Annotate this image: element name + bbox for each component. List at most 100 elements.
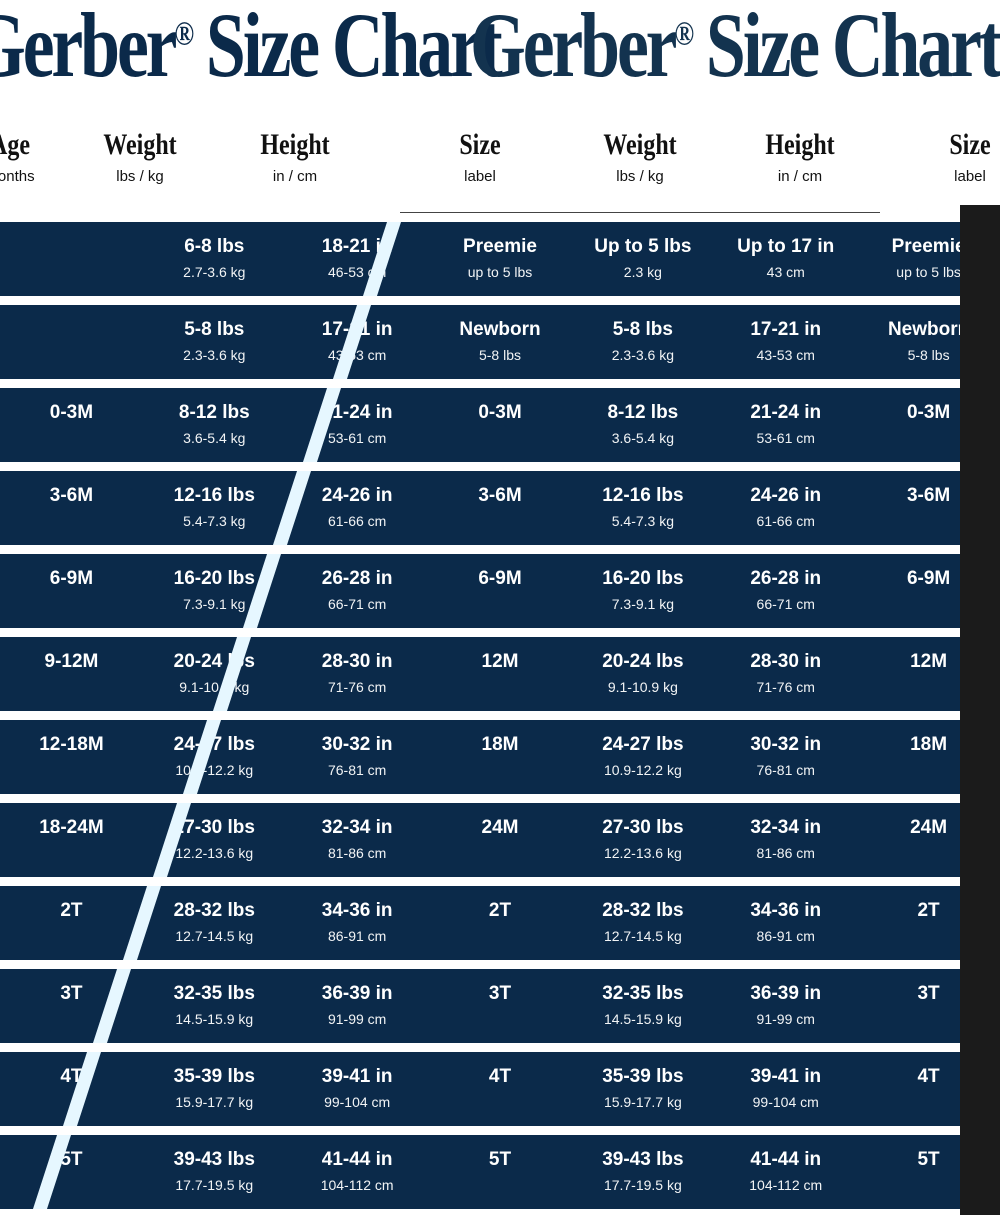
cell-value: Newborn xyxy=(887,319,970,340)
cell-value: 5T xyxy=(60,1149,83,1170)
table-cell: 5T xyxy=(857,1135,1000,1209)
cell-value: 18-24M xyxy=(39,817,104,838)
table-cell: 8-12 lbs 3.6-5.4 kg xyxy=(571,388,714,462)
header-unit: label xyxy=(954,168,986,185)
table-cell: 3T xyxy=(857,969,1000,1043)
cell-value: 20-24 lbs xyxy=(602,651,684,672)
cell-subvalue: 15.9-17.7 kg xyxy=(603,1094,682,1110)
table-cell: 35-39 lbs 15.9-17.7 kg xyxy=(143,1052,286,1126)
header-unit: label xyxy=(464,168,496,185)
cell-value: 8-12 lbs xyxy=(178,402,250,423)
table-cell: 27-30 lbs 12.2-13.6 kg xyxy=(143,803,286,877)
table-cell: 30-32 in 76-81 cm xyxy=(714,720,857,794)
cell-subvalue: 12.7-14.5 kg xyxy=(175,928,254,944)
header-label: Size xyxy=(459,128,501,161)
cell-value: 6-9M xyxy=(906,568,951,589)
cell-subvalue: up to 5 lbs xyxy=(896,264,961,280)
cell-value: 24-26 in xyxy=(321,485,393,506)
cell-value: 16-20 lbs xyxy=(173,568,255,589)
table-row: 5T 39-43 lbs 17.7-19.5 kg 41-44 in 104-112 c… xyxy=(0,1135,1000,1209)
title-text: Gerber xyxy=(470,0,678,96)
table-row: 12-18M 24-27 lbs 10.9-12.2 kg 30-32 in 76-81… xyxy=(0,720,1000,794)
table-cell: 24M xyxy=(857,803,1000,877)
header-unit: lbs / kg xyxy=(616,168,664,185)
table-cell: 18M xyxy=(429,720,572,794)
cell-value: 5-8 lbs xyxy=(612,319,673,340)
cell-value: 28-30 in xyxy=(321,651,393,672)
cell-value: 20-24 lbs xyxy=(173,651,255,672)
cell-value: Newborn xyxy=(459,319,541,340)
cell-subvalue: 104-112 cm xyxy=(320,1177,394,1193)
cell-value: 18M xyxy=(910,734,948,755)
cell-subvalue: 91-99 cm xyxy=(756,1011,815,1027)
cell-value: 39-41 in xyxy=(321,1066,393,1087)
cell-subvalue: 61-66 cm xyxy=(327,513,387,529)
title-rest: Size Chart xyxy=(691,0,1000,96)
cell-subvalue: 81-86 cm xyxy=(756,845,815,861)
page-title: Gerber® Size Chart xyxy=(0,0,503,98)
cell-value: 26-28 in xyxy=(750,568,822,589)
table-cell: Up to 17 in 43 cm xyxy=(714,222,857,296)
cell-value: 34-36 in xyxy=(750,900,822,921)
cell-value: 28-30 in xyxy=(750,651,822,672)
cell-subvalue: 10.9-12.2 kg xyxy=(175,762,254,778)
table-cell: 21-24 in 53-61 cm xyxy=(714,388,857,462)
cell-subvalue: 3.6-5.4 kg xyxy=(611,430,674,446)
table-cell: 3T xyxy=(0,969,143,1043)
table-cell: 18-24M xyxy=(0,803,143,877)
table-cell: 39-43 lbs 17.7-19.5 kg xyxy=(571,1135,714,1209)
table-cell: 21-24 in 53-61 cm xyxy=(286,388,429,462)
header-label: Size xyxy=(949,128,991,161)
column-header: Weight lbs / kg xyxy=(575,128,705,185)
cell-subvalue: 9.1-10.9 kg xyxy=(179,679,250,695)
table-cell: 0-3M xyxy=(0,388,143,462)
cell-value: 32-35 lbs xyxy=(602,983,684,1004)
cell-subvalue: 7.3-9.1 kg xyxy=(611,596,674,612)
table-cell: 6-9M xyxy=(0,554,143,628)
header-unit: lbs / kg xyxy=(116,168,164,185)
table-cell: 28-30 in 71-76 cm xyxy=(714,637,857,711)
table-cell: 12M xyxy=(857,637,1000,711)
table-cell: 6-9M xyxy=(429,554,572,628)
cell-value: 4T xyxy=(60,1066,83,1087)
cell-subvalue: 2.3-3.6 kg xyxy=(183,347,246,363)
cell-value: 0-3M xyxy=(49,402,94,423)
registered-mark: ® xyxy=(174,15,194,53)
table-cell: 28-30 in 71-76 cm xyxy=(286,637,429,711)
table-cell: 39-41 in 99-104 cm xyxy=(286,1052,429,1126)
table-cell: 41-44 in 104-112 cm xyxy=(286,1135,429,1209)
cell-subvalue: 5-8 lbs xyxy=(907,347,950,363)
table-cell: 2T xyxy=(429,886,572,960)
table-row: 18-24M 27-30 lbs 12.2-13.6 kg 32-34 in 81-86… xyxy=(0,803,1000,877)
cell-subvalue: 86-91 cm xyxy=(756,928,815,944)
cell-value: 39-43 lbs xyxy=(173,1149,255,1170)
cell-subvalue: 43-53 cm xyxy=(756,347,815,363)
cell-value: 39-43 lbs xyxy=(602,1149,684,1170)
cell-subvalue: 10.9-12.2 kg xyxy=(603,762,682,778)
cell-value: 35-39 lbs xyxy=(173,1066,255,1087)
table-cell: 24-26 in 61-66 cm xyxy=(286,471,429,545)
cell-subvalue: 12.2-13.6 kg xyxy=(603,845,682,861)
cell-value: 12M xyxy=(481,651,519,672)
table-row: 6-9M 16-20 lbs 7.3-9.1 kg 26-28 in 66-71 cm 6… xyxy=(0,554,1000,628)
table-cell: 39-41 in 99-104 cm xyxy=(714,1052,857,1126)
cell-subvalue: 99-104 cm xyxy=(752,1094,819,1110)
table-cell: 4T xyxy=(857,1052,1000,1126)
table-cell: 34-36 in 86-91 cm xyxy=(714,886,857,960)
table-cell: 36-39 in 91-99 cm xyxy=(714,969,857,1043)
cell-subvalue: 43-53 cm xyxy=(327,347,387,363)
table-cell xyxy=(0,222,143,296)
table-cell: 5-8 lbs 2.3-3.6 kg xyxy=(143,305,286,379)
table-cell: 12M xyxy=(429,637,572,711)
cell-value: 17-21 in xyxy=(750,319,822,340)
cell-value: 32-34 in xyxy=(750,817,822,838)
table-cell: 16-20 lbs 7.3-9.1 kg xyxy=(143,554,286,628)
table-cell: 24M xyxy=(429,803,572,877)
cell-value: 4T xyxy=(917,1066,940,1087)
cell-value: 18M xyxy=(481,734,519,755)
table-cell: 12-16 lbs 5.4-7.3 kg xyxy=(143,471,286,545)
table-row: 0-3M 8-12 lbs 3.6-5.4 kg 21-24 in 53-61 cm 0-… xyxy=(0,388,1000,462)
table-cell: 5T xyxy=(0,1135,143,1209)
cell-value: 3-6M xyxy=(478,485,522,506)
cell-value: 5T xyxy=(488,1149,512,1170)
